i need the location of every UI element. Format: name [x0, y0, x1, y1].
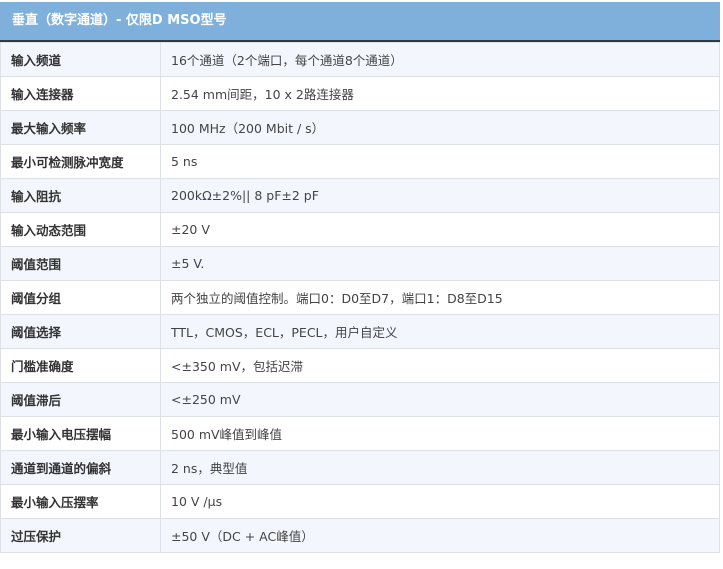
spec-label: 输入频道 — [0, 42, 161, 77]
spec-value: TTL，CMOS，ECL，PECL，用户自定义 — [160, 314, 720, 349]
table-row: 通道到通道的偏斜 2 ns，典型值 — [0, 450, 720, 485]
table-title: 垂直（数字通道）- 仅限D MSO型号 — [0, 2, 720, 42]
spec-label: 输入阻抗 — [0, 178, 161, 213]
spec-label: 过压保护 — [0, 518, 161, 553]
spec-label: 最小输入压摆率 — [0, 484, 161, 519]
table-row: 最小输入压摆率 10 V /μs — [0, 484, 720, 519]
table-row: 过压保护 ±50 V（DC + AC峰值） — [0, 518, 720, 553]
spec-value: 10 V /μs — [160, 484, 720, 519]
table-row: 阈值选择 TTL，CMOS，ECL，PECL，用户自定义 — [0, 314, 720, 349]
table-row: 输入动态范围 ±20 V — [0, 212, 720, 247]
spec-value: <±350 mV，包括迟滞 — [160, 348, 720, 383]
spec-label: 门槛准确度 — [0, 348, 161, 383]
spec-value: <±250 mV — [160, 382, 720, 417]
spec-value: 2 ns，典型值 — [160, 450, 720, 485]
spec-value: 5 ns — [160, 144, 720, 179]
table-row: 输入连接器 2.54 mm间距，10 x 2路连接器 — [0, 76, 720, 111]
spec-value: 16个通道（2个端口，每个通道8个通道） — [160, 42, 720, 77]
spec-label: 最小可检测脉冲宽度 — [0, 144, 161, 179]
spec-value: ±5 V. — [160, 246, 720, 281]
spec-value: ±20 V — [160, 212, 720, 247]
spec-label: 阈值范围 — [0, 246, 161, 281]
table-row: 最小输入电压摆幅 500 mV峰值到峰值 — [0, 416, 720, 451]
spec-value: ±50 V（DC + AC峰值） — [160, 518, 720, 553]
table-row: 最大输入频率 100 MHz（200 Mbit / s） — [0, 110, 720, 145]
table-row: 阈值滞后 <±250 mV — [0, 382, 720, 417]
table-row: 输入阻抗 200kΩ±2%|| 8 pF±2 pF — [0, 178, 720, 213]
spec-table: 输入频道 16个通道（2个端口，每个通道8个通道） 输入连接器 2.54 mm间距，1… — [0, 42, 720, 553]
spec-value: 2.54 mm间距，10 x 2路连接器 — [160, 76, 720, 111]
spec-label: 阈值分组 — [0, 280, 161, 315]
spec-label: 输入连接器 — [0, 76, 161, 111]
spec-value: 500 mV峰值到峰值 — [160, 416, 720, 451]
spec-table-container: 垂直（数字通道）- 仅限D MSO型号 输入频道 16个通道（2个端口，每个通道8… — [0, 2, 720, 553]
spec-label: 输入动态范围 — [0, 212, 161, 247]
table-row: 阈值范围 ±5 V. — [0, 246, 720, 281]
spec-value: 100 MHz（200 Mbit / s） — [160, 110, 720, 145]
spec-label: 阈值选择 — [0, 314, 161, 349]
table-row: 最小可检测脉冲宽度 5 ns — [0, 144, 720, 179]
spec-label: 最大输入频率 — [0, 110, 161, 145]
spec-value: 两个独立的阈值控制。端口0：D0至D7，端口1：D8至D15 — [160, 280, 720, 315]
spec-label: 最小输入电压摆幅 — [0, 416, 161, 451]
spec-label: 通道到通道的偏斜 — [0, 450, 161, 485]
table-row: 输入频道 16个通道（2个端口，每个通道8个通道） — [0, 42, 720, 77]
spec-value: 200kΩ±2%|| 8 pF±2 pF — [160, 178, 720, 213]
spec-label: 阈值滞后 — [0, 382, 161, 417]
table-row: 阈值分组 两个独立的阈值控制。端口0：D0至D7，端口1：D8至D15 — [0, 280, 720, 315]
table-row: 门槛准确度 <±350 mV，包括迟滞 — [0, 348, 720, 383]
